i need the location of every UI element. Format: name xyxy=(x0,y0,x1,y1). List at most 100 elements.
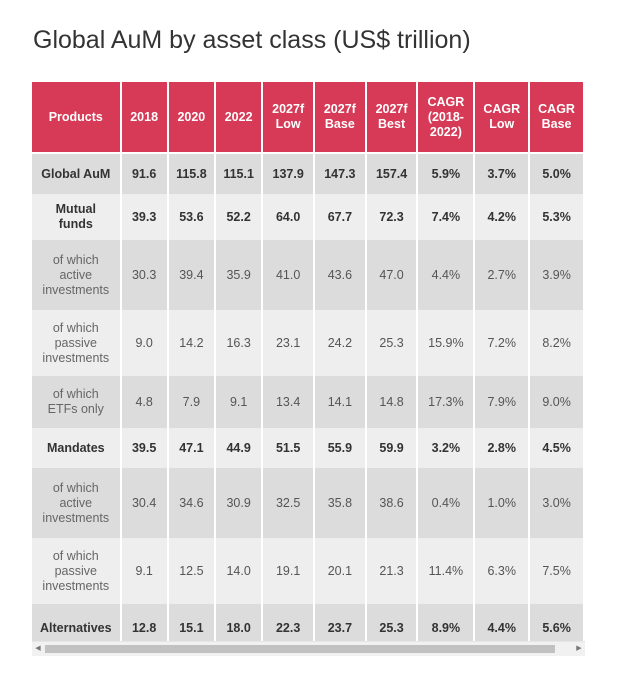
table-cell: 15.9% xyxy=(418,310,474,376)
table-cell: 51.5 xyxy=(263,428,313,468)
table-cell: 44.9 xyxy=(216,428,262,468)
table-cell: 14.1 xyxy=(315,376,365,428)
table-row: of which ETFs only 4.8 7.9 9.1 13.4 14.1 14.8 1… xyxy=(32,376,583,428)
row-label: of which active investments xyxy=(32,468,120,538)
row-label: Mutual funds xyxy=(32,194,120,240)
table-cell: 137.9 xyxy=(263,154,313,194)
column-header: 2020 xyxy=(168,82,214,154)
table-cell: 20.1 xyxy=(315,538,365,604)
table-cell: 4.2% xyxy=(475,194,529,240)
table-cell: 7.9% xyxy=(475,376,529,428)
table-cell: 115.8 xyxy=(168,154,214,194)
table-cell: 21.3 xyxy=(366,538,417,604)
table-cell: 7.4% xyxy=(418,194,474,240)
table-cell: 1.0% xyxy=(475,468,529,538)
column-header: CAGR (2018-2022) xyxy=(418,82,474,154)
table-cell: 157.4 xyxy=(366,154,417,194)
table-cell: 24.2 xyxy=(315,310,365,376)
table-cell: 4.5% xyxy=(530,428,583,468)
table-cell: 0.4% xyxy=(418,468,474,538)
column-header-products: Products xyxy=(32,82,120,154)
row-label: of which ETFs only xyxy=(32,376,120,428)
scrollbar-thumb[interactable] xyxy=(45,645,555,653)
table-cell: 30.9 xyxy=(216,468,262,538)
table-cell: 39.3 xyxy=(121,194,167,240)
table-cell: 25.3 xyxy=(366,310,417,376)
column-header: 2027f Best xyxy=(366,82,417,154)
row-label: of which passive investments xyxy=(32,538,120,604)
table-cell: 6.3% xyxy=(475,538,529,604)
table-cell: 91.6 xyxy=(121,154,167,194)
table-cell: 14.0 xyxy=(216,538,262,604)
table-cell: 9.1 xyxy=(121,538,167,604)
column-header: 2018 xyxy=(121,82,167,154)
table-cell: 5.9% xyxy=(418,154,474,194)
table-cell: 35.9 xyxy=(216,240,262,310)
table-cell: 5.3% xyxy=(530,194,583,240)
table-cell: 47.1 xyxy=(168,428,214,468)
table-cell: 39.5 xyxy=(121,428,167,468)
table-cell: 41.0 xyxy=(263,240,313,310)
table-cell: 2.8% xyxy=(475,428,529,468)
table-cell: 72.3 xyxy=(366,194,417,240)
table-cell: 115.1 xyxy=(216,154,262,194)
table-cell: 3.0% xyxy=(530,468,583,538)
table-cell: 3.7% xyxy=(475,154,529,194)
table-cell: 34.6 xyxy=(168,468,214,538)
table-cell: 9.0 xyxy=(121,310,167,376)
table-cell: 39.4 xyxy=(168,240,214,310)
table-cell: 7.5% xyxy=(530,538,583,604)
table-row: Mandates 39.5 47.1 44.9 51.5 55.9 59.9 3.2% 2.8%… xyxy=(32,428,583,468)
column-header: CAGR Low xyxy=(475,82,529,154)
table-cell: 59.9 xyxy=(366,428,417,468)
table-row: of which passive investments 9.1 12.5 14.0 1… xyxy=(32,538,583,604)
column-header: CAGR Base xyxy=(530,82,583,154)
table-cell: 4.8 xyxy=(121,376,167,428)
triangle-right-icon[interactable]: ▶ xyxy=(576,645,582,652)
table-row: of which active investments 30.4 34.6 30.9 3… xyxy=(32,468,583,538)
table-row: Global AuM 91.6 115.8 115.1 137.9 147.3 157.4 5… xyxy=(32,154,583,194)
table-cell: 4.4% xyxy=(418,240,474,310)
table-body: Global AuM 91.6 115.8 115.1 137.9 147.3 157.4 5… xyxy=(32,154,583,652)
table-cell: 47.0 xyxy=(366,240,417,310)
table-cell: 8.2% xyxy=(530,310,583,376)
table-cell: 23.1 xyxy=(263,310,313,376)
table-cell: 19.1 xyxy=(263,538,313,604)
table-cell: 14.2 xyxy=(168,310,214,376)
header-row: Products 2018 2020 2022 2027f Low 2027f Base 2… xyxy=(32,82,583,154)
chart-title: Global AuM by asset class (US$ trillion) xyxy=(33,26,471,54)
table-cell: 9.1 xyxy=(216,376,262,428)
table-cell: 35.8 xyxy=(315,468,365,538)
aum-table: Products 2018 2020 2022 2027f Low 2027f Base 2… xyxy=(32,82,585,652)
row-label: of which passive investments xyxy=(32,310,120,376)
table-cell: 5.0% xyxy=(530,154,583,194)
table-cell: 67.7 xyxy=(315,194,365,240)
triangle-left-icon[interactable]: ◀ xyxy=(35,645,41,652)
table-container: Products 2018 2020 2022 2027f Low 2027f Base 2… xyxy=(32,82,585,655)
table-cell: 7.2% xyxy=(475,310,529,376)
row-label: Mandates xyxy=(32,428,120,468)
table-cell: 64.0 xyxy=(263,194,313,240)
table-cell: 3.2% xyxy=(418,428,474,468)
table-cell: 3.9% xyxy=(530,240,583,310)
row-label: of which active investments xyxy=(32,240,120,310)
column-header: 2022 xyxy=(216,82,262,154)
table-cell: 30.3 xyxy=(121,240,167,310)
table-cell: 147.3 xyxy=(315,154,365,194)
table-cell: 9.0% xyxy=(530,376,583,428)
table-row: of which active investments 30.3 39.4 35.9 4… xyxy=(32,240,583,310)
table-cell: 55.9 xyxy=(315,428,365,468)
table-cell: 30.4 xyxy=(121,468,167,538)
row-label: Global AuM xyxy=(32,154,120,194)
table-cell: 17.3% xyxy=(418,376,474,428)
table-row: Mutual funds 39.3 53.6 52.2 64.0 67.7 72.3 7.4%… xyxy=(32,194,583,240)
table-cell: 11.4% xyxy=(418,538,474,604)
table-cell: 7.9 xyxy=(168,376,214,428)
table-cell: 13.4 xyxy=(263,376,313,428)
table-cell: 38.6 xyxy=(366,468,417,538)
table-cell: 2.7% xyxy=(475,240,529,310)
table-cell: 16.3 xyxy=(216,310,262,376)
horizontal-scrollbar[interactable]: ◀ ▶ xyxy=(32,641,585,656)
table-cell: 52.2 xyxy=(216,194,262,240)
table-cell: 12.5 xyxy=(168,538,214,604)
